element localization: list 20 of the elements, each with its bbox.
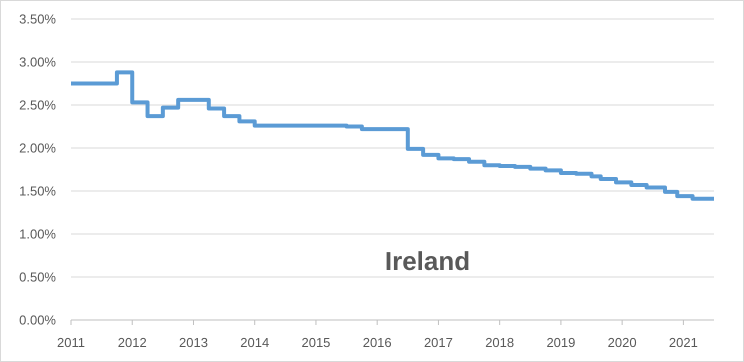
x-tick-label: 2013 bbox=[179, 335, 208, 350]
x-tick-label: 2017 bbox=[424, 335, 453, 350]
x-tick-label: 2014 bbox=[240, 335, 270, 350]
y-tick-label: 3.00% bbox=[19, 54, 56, 70]
x-tick-label: 2019 bbox=[546, 335, 576, 350]
x-tick-label: 2012 bbox=[118, 335, 147, 350]
x-tick-label: 2020 bbox=[608, 335, 637, 350]
y-tick-label: 0.00% bbox=[19, 312, 56, 328]
y-tick-label: 3.50% bbox=[19, 12, 56, 26]
y-tick-label: 1.00% bbox=[19, 226, 56, 242]
y-tick-label: 1.50% bbox=[19, 184, 56, 198]
x-tick-label: 2021 bbox=[668, 335, 698, 350]
x-tick-label: 2015 bbox=[301, 335, 330, 350]
y-tick-label: 2.50% bbox=[19, 98, 56, 112]
y-tick-label: 0.50% bbox=[19, 270, 56, 284]
x-tick-label: 2011 bbox=[57, 335, 85, 350]
x-tick-label: 2018 bbox=[485, 335, 514, 350]
x-tick-label: 2016 bbox=[362, 335, 392, 350]
text: Ireland bbox=[384, 246, 470, 276]
y-tick-label: 2.00% bbox=[19, 140, 56, 156]
